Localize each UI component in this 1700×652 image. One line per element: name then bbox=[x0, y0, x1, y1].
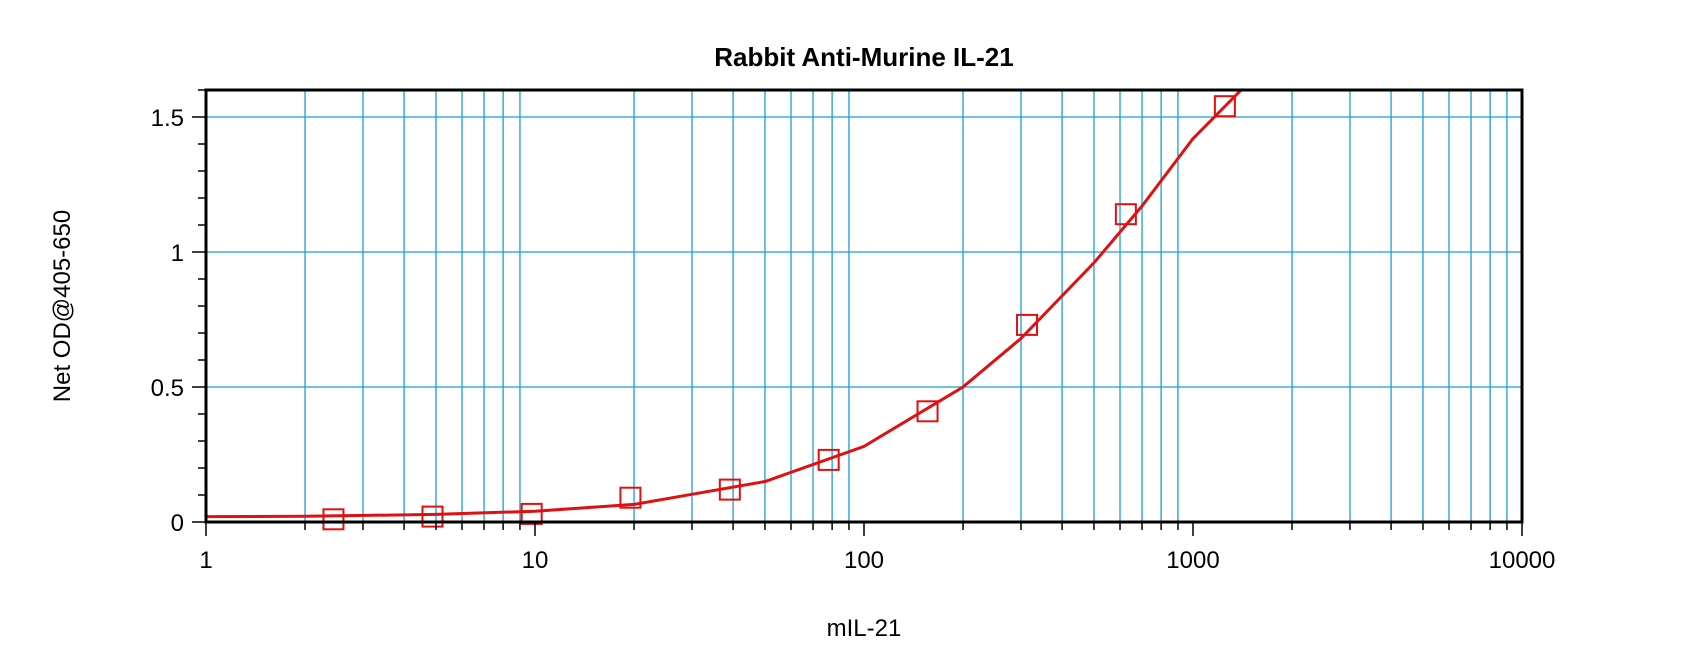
chart-title: Rabbit Anti-Murine IL-21 bbox=[714, 42, 1013, 72]
data-point-marker bbox=[421, 505, 444, 528]
data-point-marker bbox=[718, 478, 741, 501]
data-point-marker bbox=[520, 502, 543, 525]
y-tick-label: 1.5 bbox=[151, 105, 184, 132]
x-tick-label: 10000 bbox=[1489, 547, 1556, 574]
data-point-marker bbox=[817, 448, 840, 471]
data-point-marker bbox=[619, 486, 642, 509]
x-tick-label: 1000 bbox=[1166, 547, 1219, 574]
y-axis-label: Net OD@405-650 bbox=[49, 210, 76, 402]
y-tick-label: 0.5 bbox=[151, 375, 184, 402]
data-point-marker bbox=[916, 400, 939, 423]
x-tick-label: 1 bbox=[199, 547, 212, 574]
data-point-marker bbox=[1213, 95, 1236, 118]
x-axis-label: mIL-21 bbox=[827, 615, 902, 642]
data-point-marker bbox=[322, 508, 345, 531]
data-points-layer bbox=[322, 95, 1236, 531]
fit-curve-layer bbox=[205, 88, 1243, 519]
y-tick-label: 1 bbox=[171, 240, 184, 267]
x-tick-label: 10 bbox=[522, 547, 549, 574]
plot-frame bbox=[204, 88, 1524, 524]
data-point-marker bbox=[1016, 313, 1039, 336]
fit-curve-line bbox=[205, 88, 1243, 519]
grid-lines bbox=[206, 90, 1522, 522]
axis-ticks bbox=[192, 89, 1523, 536]
axis-tick-labels: 1 10 100 1000 10000 0 0.5 1 1.5 bbox=[151, 105, 1556, 574]
data-point-marker bbox=[1114, 203, 1137, 226]
x-tick-label: 100 bbox=[844, 547, 884, 574]
y-tick-label: 0 bbox=[171, 510, 184, 537]
